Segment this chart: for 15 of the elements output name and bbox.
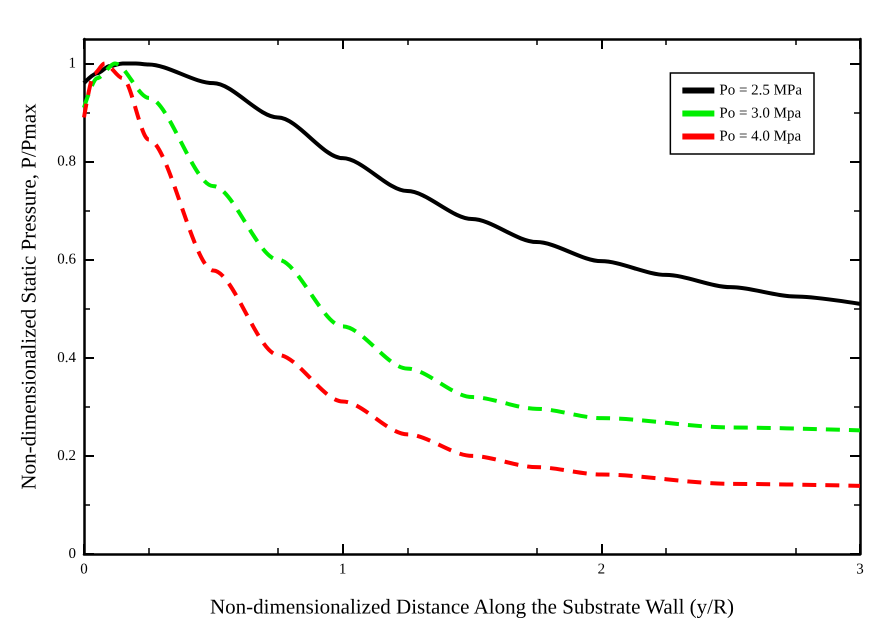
- x-tick-label: 2: [598, 562, 606, 578]
- x-tick-label: 0: [80, 562, 88, 578]
- y-tick-label: 0.8: [57, 154, 76, 170]
- x-axis-title: Non-dimensionalized Distance Along the Substrate Wall (y/R): [210, 594, 734, 618]
- y-tick-label: 0.4: [57, 350, 76, 366]
- y-tick-label: 0: [68, 546, 76, 562]
- y-axis-title: Non-dimensionalized Static Pressure, P/Pmax: [16, 102, 40, 490]
- legend-label: Po = 2.5 MPa: [719, 82, 802, 98]
- x-tick-label: 3: [856, 562, 864, 578]
- legend-label: Po = 3.0 Mpa: [719, 106, 802, 122]
- legend-label: Po = 4.0 Mpa: [719, 128, 802, 144]
- y-tick-label: 1: [68, 56, 76, 72]
- y-tick-label: 0.2: [57, 448, 76, 464]
- y-tick-label: 0.6: [57, 252, 76, 268]
- x-tick-label: 1: [338, 562, 346, 578]
